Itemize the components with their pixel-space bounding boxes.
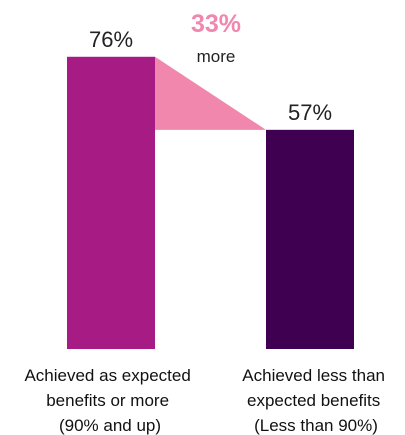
difference-caption: more bbox=[197, 47, 236, 66]
category-label-expected-or-more: Achieved as expected benefits or more (9… bbox=[24, 366, 195, 435]
category-label-line: Achieved as expected bbox=[24, 366, 190, 385]
category-label-line: expected benefits bbox=[247, 391, 380, 410]
value-label-less-than-expected: 57% bbox=[288, 100, 332, 125]
category-label-line: Achieved less than bbox=[242, 366, 385, 385]
difference-percentage: 33% bbox=[191, 10, 241, 38]
difference-connector bbox=[155, 56, 266, 130]
category-label-line: benefits or more bbox=[46, 391, 169, 410]
category-label-less-than-expected: Achieved less than expected benefits (Le… bbox=[242, 366, 389, 435]
value-label-expected-or-more: 76% bbox=[89, 27, 133, 52]
bar-less-than-expected bbox=[266, 129, 354, 349]
category-label-line: (Less than 90%) bbox=[254, 416, 378, 435]
category-label-line: (90% and up) bbox=[59, 416, 161, 435]
bar-expected-or-more bbox=[67, 56, 155, 349]
